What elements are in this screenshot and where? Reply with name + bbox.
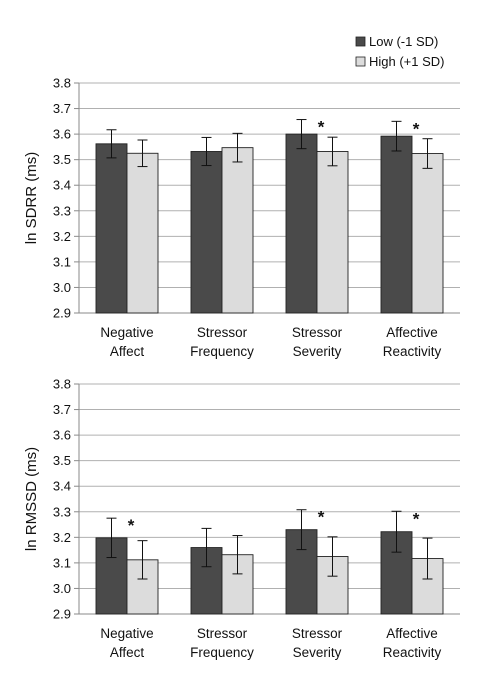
y-tick-label: 3.0 [53,581,71,596]
category-label: Negative [100,626,153,641]
category-label: Severity [293,344,342,359]
y-tick-label: 3.5 [53,453,71,468]
significance-marker: * [413,509,420,528]
y-axis-label: ln RMSSD (ms) [23,447,40,551]
category-label: Stressor [292,626,343,641]
y-tick-label: 3.3 [53,203,71,218]
y-tick-label: 3.4 [53,479,71,494]
y-tick-label: 3.3 [53,504,71,519]
bar-high [317,151,348,313]
category-label: Frequency [190,645,254,660]
category-label: Severity [293,645,342,660]
y-tick-label: 3.8 [53,377,71,392]
bar-low [96,144,127,313]
y-tick-label: 3.6 [53,428,71,443]
chart-sdrr: 2.9 3.0 3.1 3.2 3.3 3.4 3.5 3.6 3.7 3.8 ln SDRR (m… [23,76,460,360]
legend: Low (-1 SD) High (+1 SD) [356,34,445,69]
y-tick-label: 3.0 [53,280,71,295]
category-label: Affect [110,645,145,660]
bar-high [222,148,253,313]
category-label: Stressor [292,325,343,340]
category-label: Affective [386,325,438,340]
category-label: Frequency [190,344,254,359]
bar-high [412,154,443,313]
y-tick-label: 3.4 [53,178,71,193]
legend-swatch-low [356,37,365,46]
y-tick-label: 3.6 [53,127,71,142]
bar-low [381,136,412,313]
y-tick-label: 3.5 [53,152,71,167]
category-label: Stressor [197,325,248,340]
category-label: Reactivity [383,645,442,660]
significance-marker: * [128,516,135,535]
y-tick-label: 3.7 [53,101,71,116]
category-label: Stressor [197,626,248,641]
y-tick-label: 3.2 [53,530,71,545]
category-label: Negative [100,325,153,340]
chart-rmssd: 2.9 3.0 3.1 3.2 3.3 3.4 3.5 3.6 3.7 3.8 ln RMSSD (… [23,377,460,661]
significance-marker: * [413,119,420,138]
category-label: Affect [110,344,145,359]
legend-swatch-high [356,57,365,66]
y-tick-label: 3.8 [53,76,71,91]
y-tick-label: 2.9 [53,306,71,321]
category-label: Reactivity [383,344,442,359]
significance-marker: * [318,508,325,527]
bar-low [286,134,317,313]
significance-marker: * [318,118,325,137]
legend-label-low: Low (-1 SD) [369,34,438,49]
y-tick-label: 2.9 [53,607,71,622]
bar-high [127,153,158,313]
category-label: Affective [386,626,438,641]
legend-label-high: High (+1 SD) [369,54,445,69]
y-axis-label: ln SDRR (ms) [23,152,40,245]
y-tick-label: 3.1 [53,254,71,269]
y-tick-label: 3.1 [53,555,71,570]
y-tick-label: 3.2 [53,229,71,244]
y-tick-label: 3.7 [53,402,71,417]
bar-low [191,151,222,313]
